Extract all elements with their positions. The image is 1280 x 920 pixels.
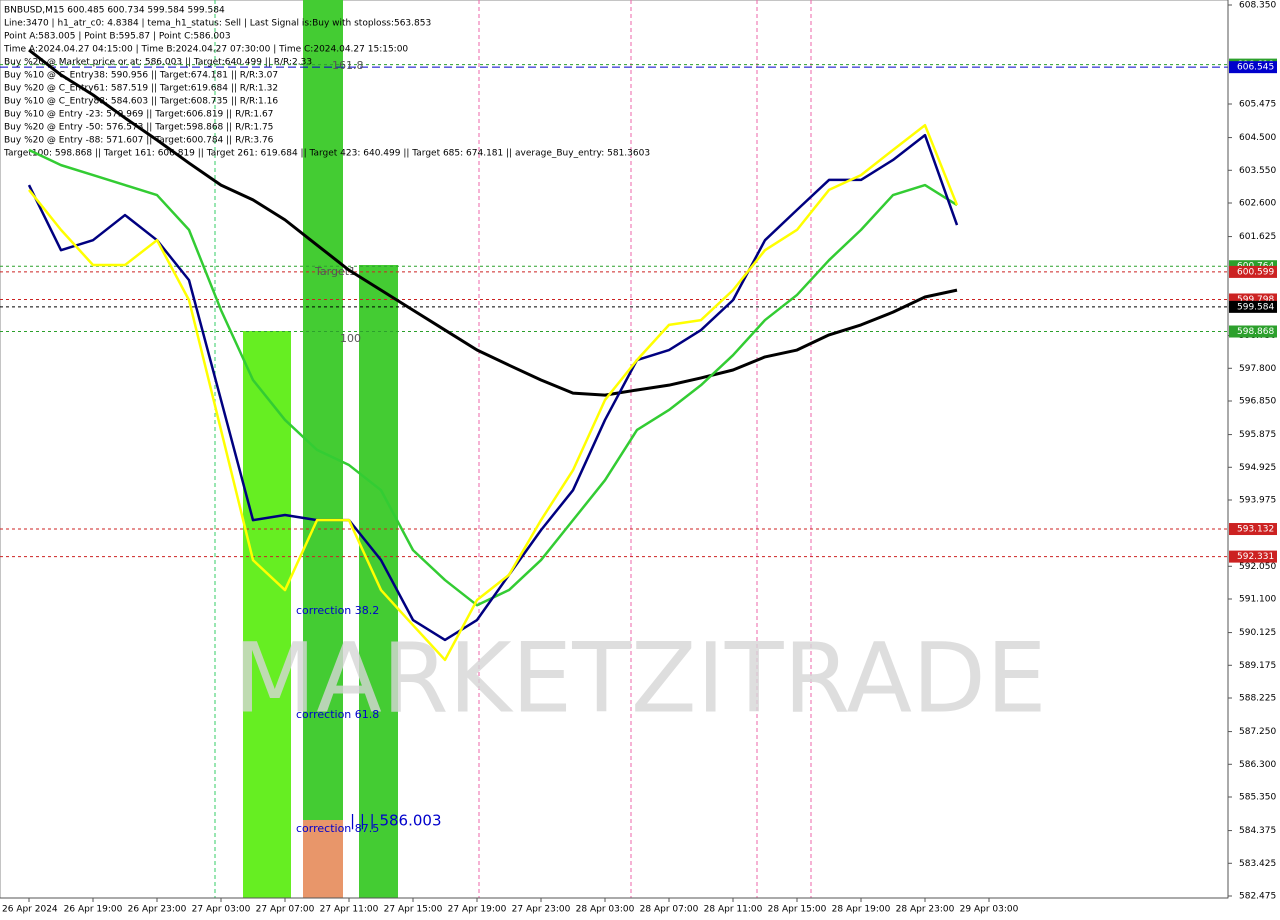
y-tick-label: 589.175 xyxy=(1239,661,1276,671)
x-tick-label: 28 Apr 23:00 xyxy=(896,905,955,915)
y-tick-label: 602.600 xyxy=(1239,199,1276,209)
annotation: 161.8 xyxy=(332,59,364,72)
info-line: Buy %10 @ Entry -23: 579.969 || Target:6… xyxy=(4,110,273,120)
y-tick-label: 588.225 xyxy=(1239,694,1276,704)
y-tick-label: 593.975 xyxy=(1239,496,1276,506)
plot-area xyxy=(0,0,1229,899)
level-label: 600.599 xyxy=(1237,267,1274,277)
watermark: MARKETZITRADE xyxy=(233,622,1046,734)
y-tick-label: 591.100 xyxy=(1239,595,1276,605)
y-tick-label: 601.625 xyxy=(1239,232,1276,242)
x-tick-label: 27 Apr 15:00 xyxy=(384,905,443,915)
level-label: 592.331 xyxy=(1237,552,1274,562)
info-line: Point A:583.005 | Point B:595.87 | Point… xyxy=(4,32,231,42)
y-tick-label: 590.125 xyxy=(1239,628,1276,638)
level-tag xyxy=(1229,265,1277,278)
zone xyxy=(303,0,343,820)
series-line xyxy=(28,48,958,397)
annotation: correction 87.5 xyxy=(296,822,379,835)
info-line: Line:3470 | h1_atr_c0: 4.8384 | tema_h1_… xyxy=(4,19,431,29)
y-tick-label: 596.850 xyxy=(1239,397,1276,407)
info-line: Buy %20 @ C_Entry61: 587.519 || Target:6… xyxy=(4,84,278,94)
level-label: 598.868 xyxy=(1237,327,1274,337)
x-tick-label: 28 Apr 15:00 xyxy=(768,905,827,915)
level-label: 599.798 xyxy=(1237,295,1274,305)
x-tick-label: 26 Apr 23:00 xyxy=(128,905,187,915)
y-tick-label: 584.375 xyxy=(1239,826,1276,836)
x-tick-label: 27 Apr 03:00 xyxy=(192,905,251,915)
info-line: Target100: 598.868 || Target 161: 606.81… xyxy=(3,149,650,159)
y-tick-label: 597.800 xyxy=(1239,364,1276,374)
y-tick-label: 582.475 xyxy=(1239,892,1276,902)
annotation: correction 61.8 xyxy=(296,708,379,721)
series-line xyxy=(28,123,959,662)
level-label: 606.545 xyxy=(1237,63,1274,73)
x-tick-label: 27 Apr 19:00 xyxy=(448,905,507,915)
y-tick-label: 594.925 xyxy=(1239,463,1276,473)
x-tick-label: 29 Apr 03:00 xyxy=(960,905,1019,915)
level-tag xyxy=(1229,61,1277,74)
y-tick-label: 586.300 xyxy=(1239,760,1276,770)
x-tick-label: 28 Apr 07:00 xyxy=(640,905,699,915)
zone xyxy=(303,820,343,898)
x-tick-label: 28 Apr 19:00 xyxy=(832,905,891,915)
y-tick-label: 604.500 xyxy=(1239,133,1276,143)
x-tick-label: 28 Apr 11:00 xyxy=(704,905,763,915)
chart-title: BNBUSD,M15 600.485 600.734 599.584 599.5… xyxy=(4,6,225,16)
y-tick-label: 592.050 xyxy=(1239,562,1276,572)
info-line: Buy %20 @ Market price or at: 586.003 ||… xyxy=(4,58,312,68)
y-tick-label: 595.875 xyxy=(1239,430,1276,440)
zone xyxy=(243,331,291,898)
info-line: Buy %10 @ C_Entry88: 584.603 || Target:6… xyxy=(4,97,278,107)
session-lines xyxy=(214,0,812,898)
level-tag xyxy=(1229,523,1277,536)
x-tick-label: 27 Apr 07:00 xyxy=(256,905,315,915)
level-label: 593.132 xyxy=(1237,525,1274,535)
level-tag xyxy=(1229,300,1277,313)
info-line: Time A:2024.04.27 04:15:00 | Time B:2024… xyxy=(3,45,408,55)
fib-zones xyxy=(243,0,398,898)
y-tick-label: 585.350 xyxy=(1239,793,1276,803)
y-tick-label: 587.250 xyxy=(1239,727,1276,737)
y-tick-label: 605.475 xyxy=(1239,100,1276,110)
x-tick-label: 27 Apr 11:00 xyxy=(320,905,379,915)
x-tick-label: 27 Apr 23:00 xyxy=(512,905,571,915)
level-tag xyxy=(1229,325,1277,338)
annotation: | | | 586.003 xyxy=(350,812,442,830)
x-tick-label: 28 Apr 03:00 xyxy=(576,905,635,915)
x-tick-label: 26 Apr 19:00 xyxy=(64,905,123,915)
series-line xyxy=(27,133,959,642)
info-line: Buy %10 @ C_Entry38: 590.956 || Target:6… xyxy=(4,71,278,81)
y-tick-label: 608.350 xyxy=(1239,1,1276,11)
x-tick-label: 26 Apr 2024 xyxy=(2,905,58,915)
annotation: 100 xyxy=(340,332,361,345)
annotation: correction 38.2 xyxy=(296,604,379,617)
info-line: Buy %20 @ Entry -88: 571.607 || Target:6… xyxy=(4,136,274,146)
level-label: 599.584 xyxy=(1237,302,1274,312)
level-tag xyxy=(1229,550,1277,563)
y-tick-label: 603.550 xyxy=(1239,166,1276,176)
y-tick-label: 583.425 xyxy=(1239,859,1276,869)
